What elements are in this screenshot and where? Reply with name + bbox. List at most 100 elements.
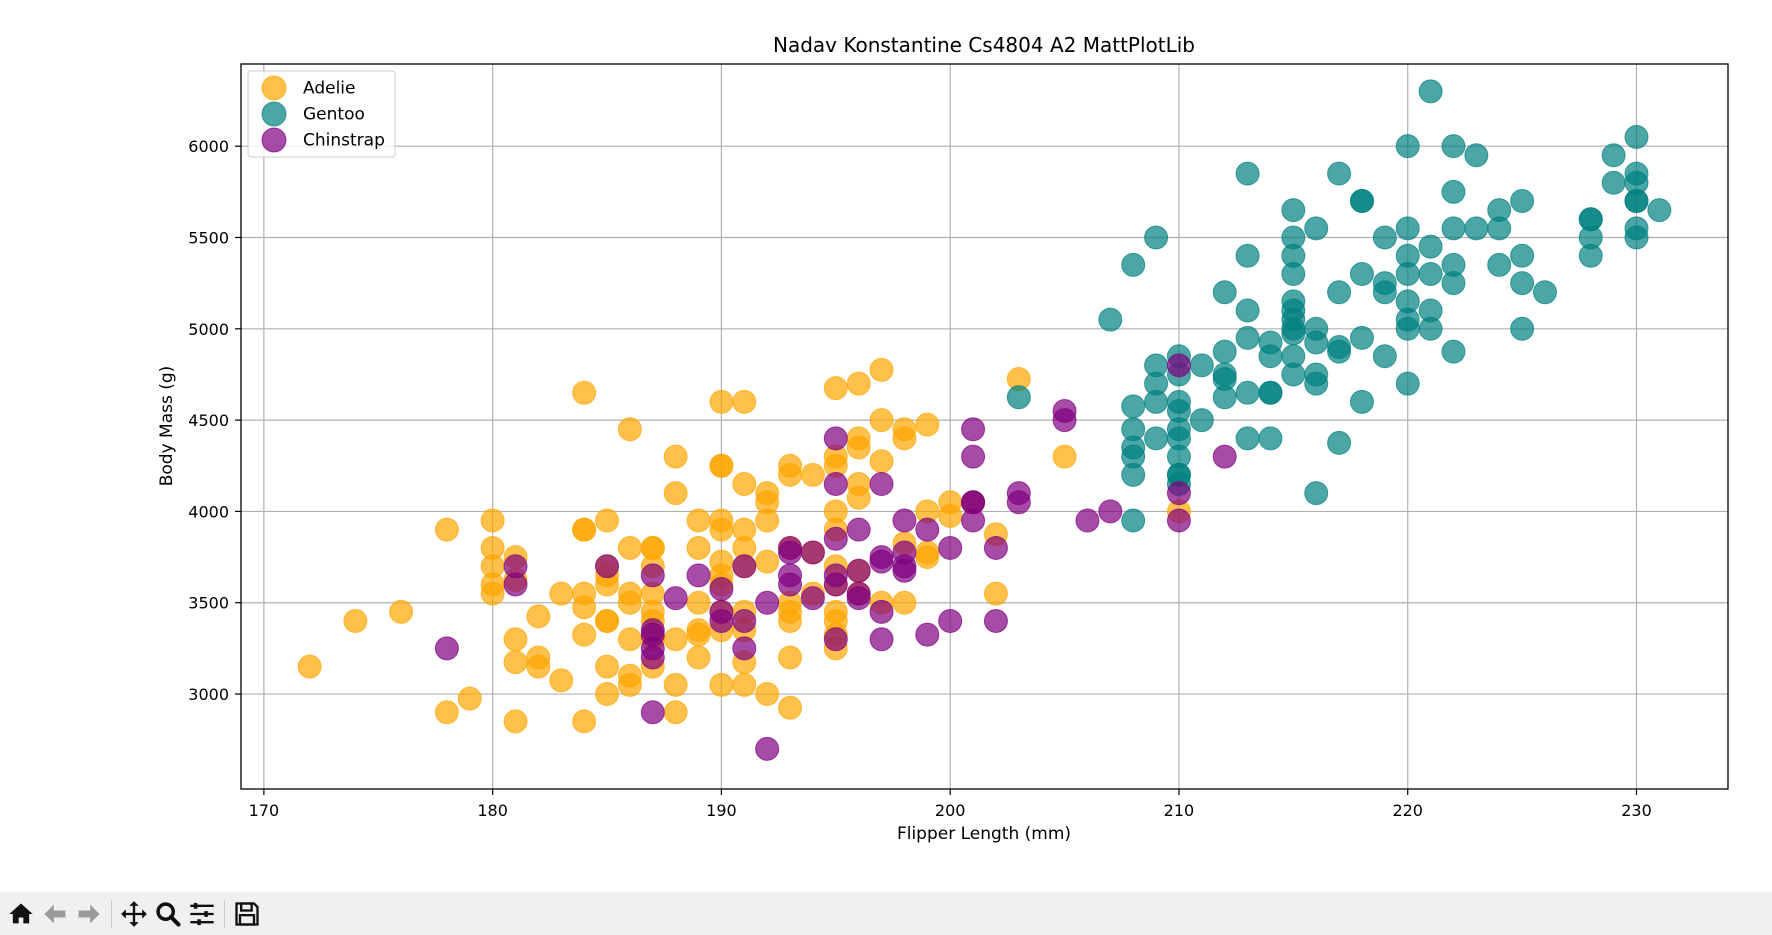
- data-point-adelie: [297, 654, 322, 679]
- data-point-adelie: [846, 435, 871, 460]
- data-point-gentoo: [1212, 280, 1237, 305]
- pan-button[interactable]: [117, 897, 151, 931]
- data-point-adelie: [617, 590, 642, 615]
- data-point-gentoo: [1235, 161, 1260, 186]
- data-point-gentoo: [1349, 325, 1374, 350]
- data-point-gentoo: [1372, 280, 1397, 305]
- data-point-gentoo: [1327, 280, 1352, 305]
- data-point-gentoo: [1624, 225, 1649, 250]
- data-point-chinstrap: [823, 472, 848, 497]
- data-point-adelie: [709, 672, 734, 697]
- data-point-chinstrap: [892, 558, 917, 583]
- series-gentoo: [1006, 79, 1672, 533]
- data-point-adelie: [983, 581, 1008, 606]
- data-point-gentoo: [1281, 262, 1306, 287]
- data-point-adelie: [663, 627, 688, 652]
- data-point-chinstrap: [869, 549, 894, 574]
- data-point-adelie: [434, 700, 459, 725]
- data-point-adelie: [663, 444, 688, 469]
- series-adelie: [297, 357, 1191, 734]
- configure-subplots-button[interactable]: [185, 897, 219, 931]
- data-point-adelie: [503, 709, 528, 734]
- data-point-gentoo: [1395, 134, 1420, 159]
- data-point-gentoo: [1121, 252, 1146, 277]
- data-point-gentoo: [1304, 216, 1329, 241]
- pan-icon: [121, 900, 147, 927]
- forward-button[interactable]: [72, 897, 106, 931]
- data-point-gentoo: [1578, 243, 1603, 268]
- data-point-adelie: [869, 408, 894, 433]
- data-point-adelie: [572, 595, 597, 620]
- data-point-gentoo: [1189, 408, 1214, 433]
- data-point-adelie: [709, 453, 734, 478]
- data-point-gentoo: [1647, 198, 1672, 223]
- data-point-adelie: [595, 682, 620, 707]
- data-point-chinstrap: [709, 577, 734, 602]
- data-point-gentoo: [1464, 216, 1489, 241]
- home-button[interactable]: [4, 897, 38, 931]
- data-point-adelie: [778, 462, 803, 487]
- data-point-chinstrap: [1098, 499, 1123, 524]
- data-point-chinstrap: [938, 535, 963, 560]
- series-chinstrap: [434, 353, 1237, 761]
- data-point-gentoo: [1281, 321, 1306, 346]
- data-point-gentoo: [1144, 426, 1169, 451]
- data-point-adelie: [778, 645, 803, 670]
- data-point-chinstrap: [1052, 408, 1077, 433]
- data-point-adelie: [503, 627, 528, 652]
- data-point-gentoo: [1235, 426, 1260, 451]
- data-point-chinstrap: [983, 608, 1008, 633]
- data-point-chinstrap: [823, 572, 848, 597]
- data-point-chinstrap: [778, 572, 803, 597]
- data-point-gentoo: [1212, 339, 1237, 364]
- forward-icon: [78, 904, 100, 923]
- data-point-adelie: [663, 672, 688, 697]
- x-tick-label: 220: [1392, 801, 1423, 820]
- data-point-gentoo: [1281, 362, 1306, 387]
- data-point-chinstrap: [961, 417, 986, 442]
- data-point-gentoo: [1304, 371, 1329, 396]
- data-point-adelie: [572, 709, 597, 734]
- data-point-gentoo: [1144, 389, 1169, 414]
- data-point-gentoo: [1510, 271, 1535, 296]
- data-point-adelie: [686, 645, 711, 670]
- data-point-gentoo: [1098, 307, 1123, 332]
- navigation-toolbar: [0, 892, 1772, 935]
- data-point-gentoo: [1372, 225, 1397, 250]
- legend-label-gentoo: Gentoo: [303, 105, 365, 125]
- zoom-button[interactable]: [151, 897, 185, 931]
- data-point-chinstrap: [1166, 481, 1191, 506]
- data-point-gentoo: [1349, 262, 1374, 287]
- scatter-chart: Nadav Konstantine Cs4804 A2 MattPlotLib …: [157, 33, 1729, 844]
- data-point-gentoo: [1121, 508, 1146, 533]
- data-point-adelie: [732, 389, 757, 414]
- y-tick-label: 6000: [188, 137, 229, 156]
- data-point-chinstrap: [823, 426, 848, 451]
- x-tick-label: 170: [249, 801, 280, 820]
- data-point-adelie: [572, 622, 597, 647]
- data-point-gentoo: [1441, 179, 1466, 204]
- data-point-chinstrap: [915, 622, 940, 647]
- save-button[interactable]: [230, 897, 264, 931]
- data-point-adelie: [709, 517, 734, 542]
- data-point-chinstrap: [961, 444, 986, 469]
- data-point-adelie: [938, 503, 963, 528]
- data-point-gentoo: [1601, 143, 1626, 168]
- data-point-gentoo: [1510, 188, 1535, 213]
- x-axis-label: Flipper Length (mm): [897, 824, 1071, 844]
- y-axis-ticks: 3000 3500 4000 4500 5000 5500 6000: [188, 137, 241, 704]
- data-point-gentoo: [1418, 262, 1443, 287]
- data-point-adelie: [869, 449, 894, 474]
- data-point-gentoo: [1121, 394, 1146, 419]
- data-point-chinstrap: [823, 627, 848, 652]
- toolbar-separator: [224, 899, 225, 928]
- data-point-chinstrap: [503, 572, 528, 597]
- data-point-adelie: [732, 672, 757, 697]
- data-point-adelie: [549, 668, 574, 693]
- data-point-chinstrap: [961, 508, 986, 533]
- back-button[interactable]: [38, 897, 72, 931]
- y-tick-label: 3500: [188, 594, 229, 613]
- y-tick-label: 5500: [188, 228, 229, 247]
- data-point-chinstrap: [915, 517, 940, 542]
- data-point-chinstrap: [869, 599, 894, 624]
